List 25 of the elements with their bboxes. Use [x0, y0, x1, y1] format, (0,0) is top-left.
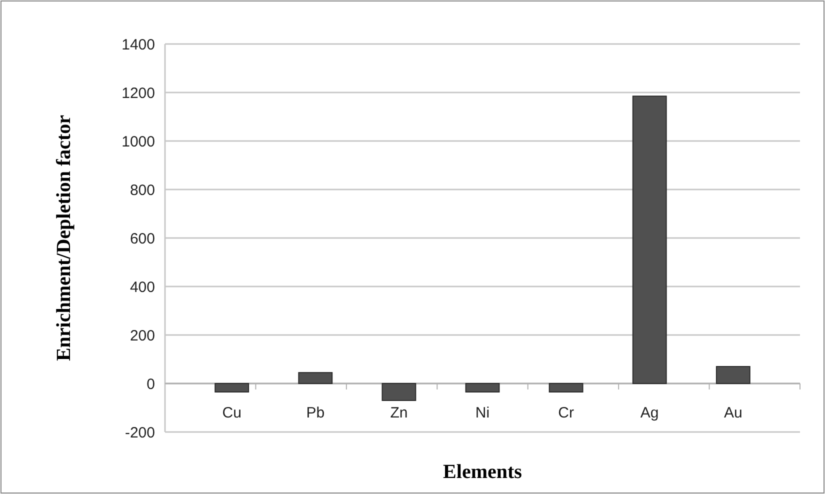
y-tick-label: 800 — [130, 182, 155, 199]
y-tick-label: 0 — [146, 376, 155, 393]
bar — [465, 383, 500, 392]
y-tick-label: 1200 — [122, 84, 155, 102]
bar — [298, 372, 333, 384]
y-tick-label: 1400 — [122, 36, 155, 54]
y-tick-label: 1000 — [122, 133, 155, 150]
bar — [214, 383, 250, 392]
y-tick-label: 400 — [130, 278, 155, 296]
y-tick-label: 200 — [130, 327, 155, 344]
x-tick-label: Au — [724, 404, 742, 422]
x-tick-label: Cr — [558, 404, 574, 422]
y-tick-label: -200 — [124, 424, 155, 442]
x-tick-label: Cu — [222, 404, 242, 422]
y-axis-title: Enrichment/Depletion factor — [53, 114, 75, 362]
x-axis-title: Elements — [443, 461, 522, 483]
x-tick-label: Ni — [475, 404, 490, 422]
bar — [548, 383, 584, 392]
bar — [632, 96, 667, 384]
bar — [382, 383, 416, 401]
y-tick-label: 600 — [130, 230, 155, 248]
bar — [716, 366, 750, 384]
x-tick-label: Zn — [390, 404, 408, 422]
x-tick-label: Ag — [640, 404, 659, 422]
x-tick-label: Pb — [306, 404, 325, 422]
